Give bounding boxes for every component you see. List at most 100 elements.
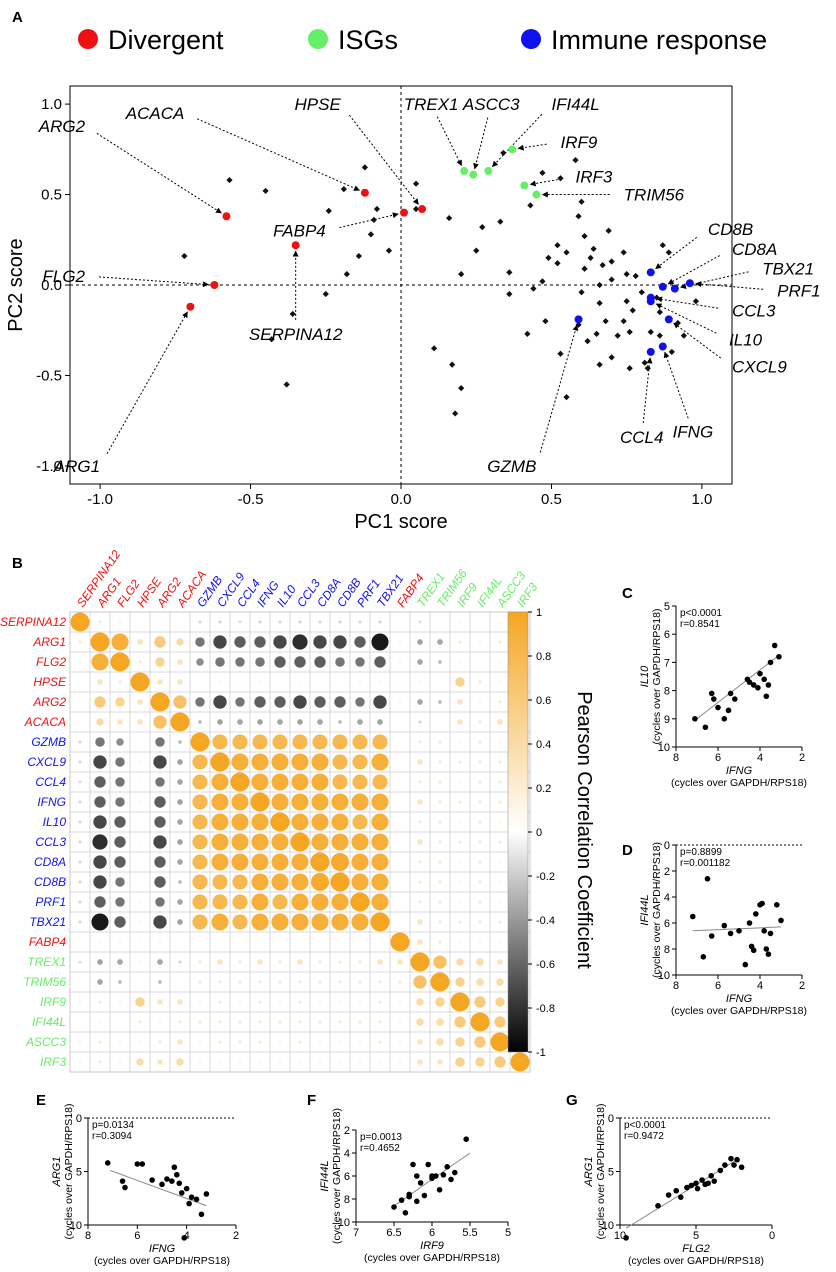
corr-cell [231, 813, 249, 831]
corr-cell [235, 697, 245, 707]
y-tick-label: 0 [664, 840, 670, 852]
corr-cell [154, 816, 166, 828]
data-point [325, 207, 332, 214]
data-point [203, 1191, 210, 1197]
x-label-units: (cycles over GAPDH/RPS18) [364, 1252, 500, 1264]
corr-cell [378, 1040, 382, 1044]
x-tick-label: 0.0 [391, 491, 412, 508]
point-ascc3 [469, 170, 478, 179]
corr-cell [138, 1040, 142, 1044]
corr-cell [478, 780, 482, 784]
corr-cell [298, 940, 302, 944]
data-point [708, 1172, 714, 1179]
corr-cell [318, 1020, 322, 1024]
corr-cell [350, 892, 370, 912]
data-point [692, 716, 698, 722]
corr-cell [158, 1040, 162, 1044]
y-tick-label: 10 [338, 1217, 350, 1229]
corr-cell [438, 680, 442, 684]
column-labels: SERPINA12ARG1FLG2HPSEARG2ACACAGZMBCXCL9C… [74, 547, 541, 610]
corr-cell [455, 677, 465, 687]
arrow-fabp4 [339, 212, 399, 229]
corr-cell [192, 894, 208, 910]
data-point [452, 1169, 458, 1176]
corr-cell [155, 737, 165, 747]
data-point [446, 214, 453, 222]
corr-cell [495, 997, 505, 1007]
corr-cell [117, 719, 123, 725]
data-point [545, 254, 552, 261]
corr-cell [378, 980, 382, 984]
corr-cell [158, 940, 162, 944]
corr-cell [118, 1020, 122, 1024]
corr-cell [176, 638, 184, 646]
corr-cell [371, 833, 389, 851]
x-tick-label: 2 [799, 980, 805, 992]
x-tick-label: 6.5 [386, 1227, 401, 1239]
data-point [761, 676, 767, 683]
corr-cell [438, 720, 442, 724]
point-fabp4 [400, 208, 409, 217]
data-point [539, 169, 546, 176]
corr-cell [458, 900, 462, 904]
corr-cell [218, 980, 222, 984]
corr-cell [115, 777, 125, 787]
data-point [699, 1177, 705, 1183]
panel-label-f: F [307, 1092, 316, 1109]
corr-cell [278, 1040, 282, 1044]
corr-cell [118, 1000, 122, 1004]
data-point [736, 928, 742, 934]
arrow-acaca [196, 118, 360, 191]
corr-cell [155, 777, 165, 787]
corr-cell [138, 820, 142, 824]
colorbar-tick-label: 1 [536, 607, 542, 619]
corr-cell [272, 894, 288, 910]
data-point [692, 298, 700, 305]
point-gzmb [574, 315, 583, 324]
corr-cell [150, 692, 170, 712]
corr-cell [438, 660, 442, 664]
corr-cell [192, 794, 208, 810]
corr-cell [371, 813, 389, 831]
corr-cell [155, 897, 165, 907]
corr-cell [438, 740, 442, 744]
corr-cell [232, 914, 248, 930]
corr-cell [92, 834, 108, 850]
data-point [702, 724, 709, 731]
r-value: r=0.8541 [680, 619, 720, 630]
corr-cell [78, 1060, 82, 1064]
colorbar-tick-label: -0.4 [536, 915, 555, 927]
corr-cell [98, 1000, 102, 1004]
corr-cell [478, 740, 482, 744]
corr-cell [78, 860, 82, 864]
data-point [527, 202, 534, 209]
corr-cell [251, 853, 269, 871]
corr-cell [418, 860, 422, 864]
data-point [226, 176, 233, 184]
corr-cell [278, 680, 282, 684]
data-point [575, 321, 582, 328]
corr-cell [114, 916, 126, 928]
corr-cell [232, 734, 248, 750]
corr-cell [198, 980, 202, 984]
corr-cell [358, 620, 362, 624]
corr-cell [177, 919, 183, 925]
corr-cell [78, 900, 82, 904]
data-point [715, 704, 721, 711]
corr-cell [157, 959, 163, 965]
data-point [193, 1196, 200, 1203]
data-point [449, 361, 456, 368]
corr-cell [474, 1036, 486, 1048]
data-point [104, 1160, 111, 1166]
x-tick-label: 4 [184, 1230, 190, 1242]
corr-cell [475, 1057, 485, 1067]
data-point [767, 659, 774, 666]
corr-cell [298, 620, 302, 624]
x-tick-label: 8 [673, 980, 679, 992]
corr-cell [416, 998, 424, 1006]
corr-cell [291, 813, 309, 831]
corr-cell [94, 776, 106, 788]
corr-cell [97, 679, 103, 685]
corr-cell [218, 1000, 222, 1004]
